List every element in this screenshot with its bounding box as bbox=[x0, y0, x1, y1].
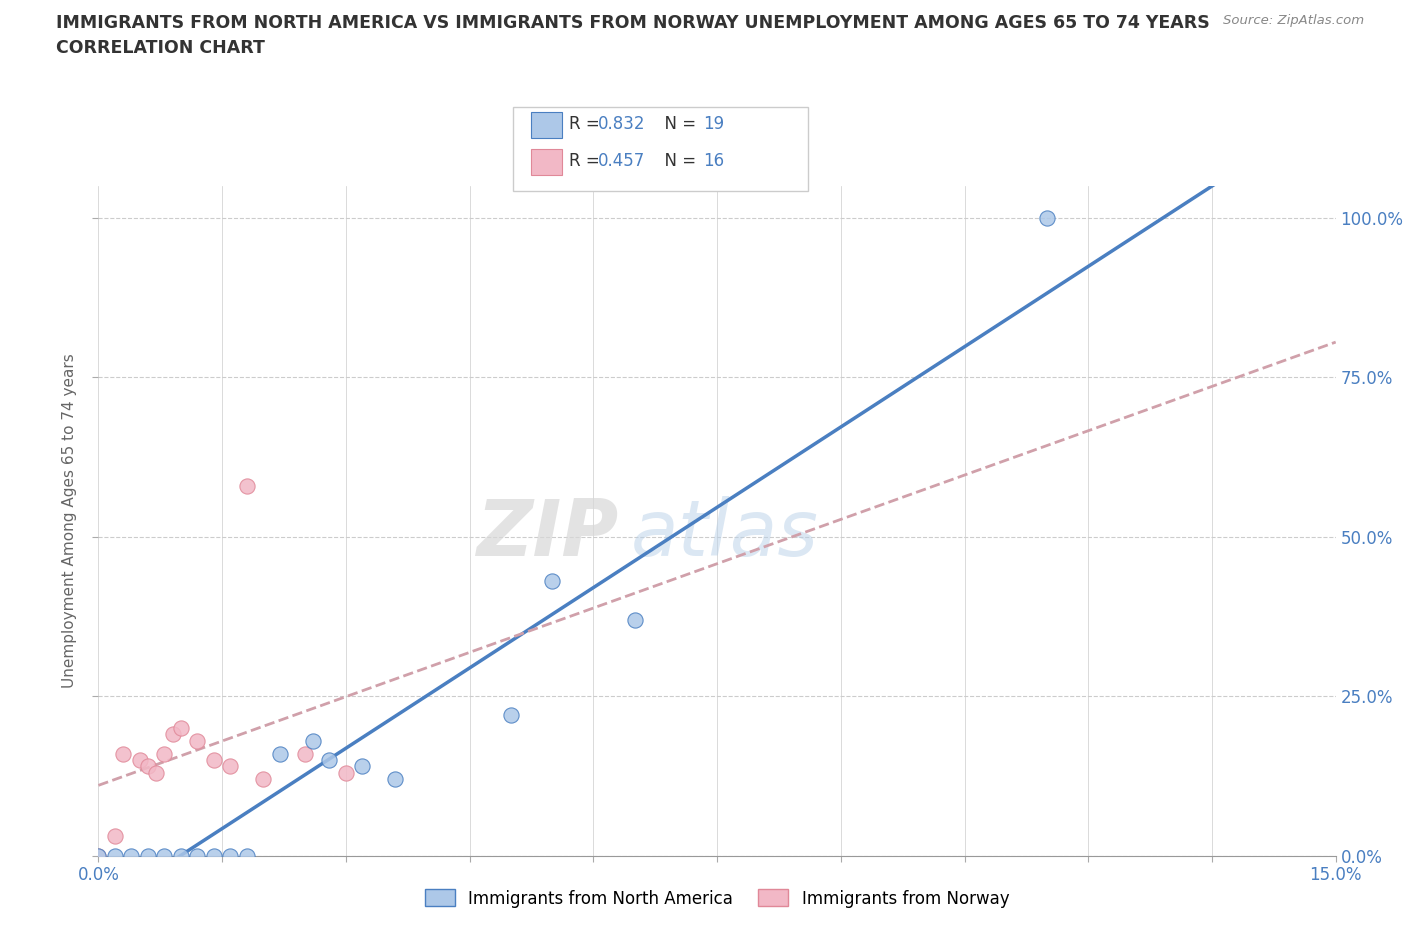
Point bbox=[104, 829, 127, 844]
Text: atlas: atlas bbox=[630, 497, 818, 572]
Point bbox=[318, 752, 340, 767]
Point bbox=[236, 478, 259, 493]
Y-axis label: Unemployment Among Ages 65 to 74 years: Unemployment Among Ages 65 to 74 years bbox=[62, 353, 77, 688]
Point bbox=[499, 708, 522, 723]
Text: N =: N = bbox=[654, 114, 702, 133]
Point bbox=[136, 848, 159, 863]
Point bbox=[541, 574, 564, 589]
Point bbox=[1036, 210, 1059, 225]
Legend: Immigrants from North America, Immigrants from Norway: Immigrants from North America, Immigrant… bbox=[419, 883, 1015, 914]
Point bbox=[162, 727, 184, 742]
Point bbox=[186, 734, 208, 749]
Point bbox=[128, 752, 150, 767]
Point bbox=[252, 772, 274, 787]
Point bbox=[104, 848, 127, 863]
Point bbox=[170, 721, 193, 736]
Point bbox=[202, 752, 225, 767]
Point bbox=[87, 848, 110, 863]
Point bbox=[120, 848, 142, 863]
Point bbox=[153, 746, 176, 761]
Point bbox=[136, 759, 159, 774]
Point bbox=[335, 765, 357, 780]
Point bbox=[153, 848, 176, 863]
Point bbox=[219, 848, 242, 863]
Point bbox=[623, 612, 645, 627]
Point bbox=[186, 848, 208, 863]
Text: 0.457: 0.457 bbox=[598, 152, 645, 170]
Point bbox=[269, 746, 291, 761]
Text: 0.832: 0.832 bbox=[598, 114, 645, 133]
Text: R =: R = bbox=[569, 114, 606, 133]
Point bbox=[352, 759, 374, 774]
Point bbox=[87, 848, 110, 863]
Point bbox=[302, 734, 325, 749]
Point bbox=[294, 746, 316, 761]
Text: 19: 19 bbox=[703, 114, 724, 133]
Text: 16: 16 bbox=[703, 152, 724, 170]
Point bbox=[384, 772, 406, 787]
Point bbox=[202, 848, 225, 863]
Point bbox=[219, 759, 242, 774]
Point bbox=[170, 848, 193, 863]
Point bbox=[236, 848, 259, 863]
Text: CORRELATION CHART: CORRELATION CHART bbox=[56, 39, 266, 57]
Text: ZIP: ZIP bbox=[475, 497, 619, 572]
Text: N =: N = bbox=[654, 152, 702, 170]
Text: IMMIGRANTS FROM NORTH AMERICA VS IMMIGRANTS FROM NORWAY UNEMPLOYMENT AMONG AGES : IMMIGRANTS FROM NORTH AMERICA VS IMMIGRA… bbox=[56, 14, 1211, 32]
Point bbox=[145, 765, 167, 780]
Text: Source: ZipAtlas.com: Source: ZipAtlas.com bbox=[1223, 14, 1364, 27]
Point bbox=[112, 746, 135, 761]
Text: R =: R = bbox=[569, 152, 606, 170]
